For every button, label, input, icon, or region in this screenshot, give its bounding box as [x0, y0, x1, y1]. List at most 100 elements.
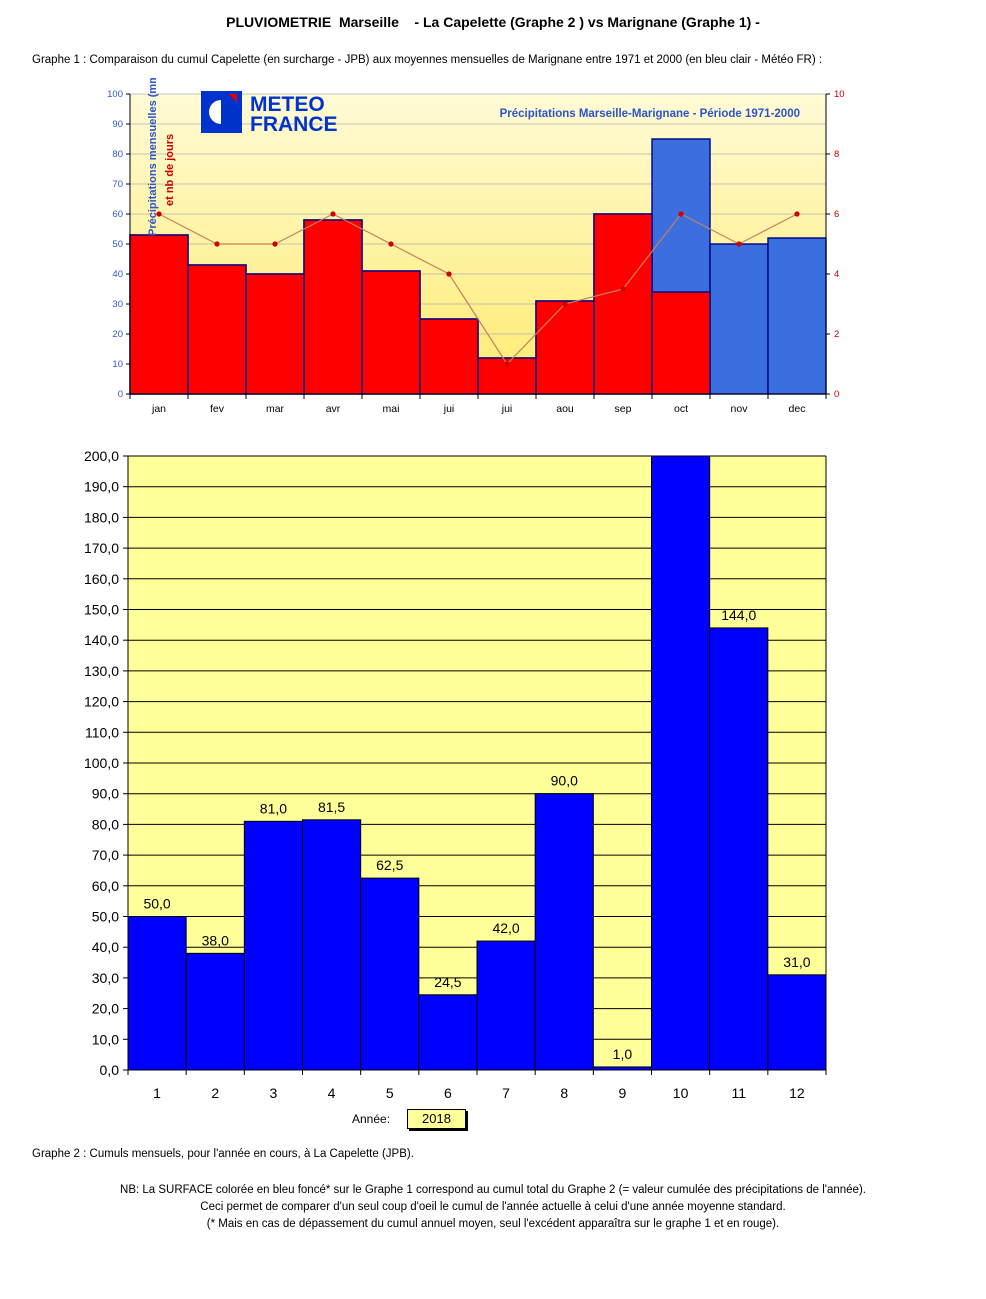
y-tick-label: 10,0	[92, 1031, 119, 1047]
data-label: 81,0	[260, 800, 287, 816]
y-tick-label: 20,0	[92, 1001, 119, 1017]
data-label: 31,0	[783, 954, 810, 970]
x-tick-label: 4	[328, 1085, 336, 1101]
graph1-caption: Graphe 1 : Comparaison du cumul Capelett…	[32, 54, 823, 66]
annee-value-box[interactable]: 2018	[407, 1109, 466, 1129]
x-tick-label: 10	[673, 1085, 689, 1101]
x-tick-label: mai	[383, 403, 400, 415]
x-tick-label: fev	[210, 403, 225, 415]
y2-tick-label: 0	[834, 389, 839, 400]
y-tick-label: 50	[112, 239, 123, 250]
data-label: 90,0	[551, 773, 578, 789]
x-tick-label: jui	[443, 403, 455, 415]
x-tick-label: 9	[619, 1085, 627, 1101]
y-tick-label: 50,0	[92, 909, 119, 925]
bar-capelette	[651, 291, 711, 395]
graph2-chart: 0,0 10,0 20,0 30,0 40,0 50,0 60,0 70,0 80,0 90,0 1…	[84, 448, 827, 1101]
y2-tick-label: 8	[834, 149, 839, 160]
y-tick-label: 80	[112, 149, 123, 160]
days-point	[156, 211, 162, 217]
y-tick-label: 60	[112, 209, 123, 220]
days-point	[794, 211, 800, 217]
x-tick-label: aou	[556, 403, 574, 415]
y-tick-label: 190,0	[84, 479, 119, 495]
bar	[127, 916, 187, 1071]
x-tick-label: sep	[615, 403, 632, 415]
data-label: 42,0	[492, 920, 519, 936]
bar-capelette	[361, 270, 421, 395]
logo-text-1: METEO	[250, 93, 325, 116]
logo-icon-half	[221, 100, 233, 124]
y-tick-label: 140,0	[84, 632, 119, 648]
logo-icon-red	[228, 94, 237, 102]
bar-capelette	[129, 234, 189, 395]
bar	[418, 994, 478, 1071]
y-tick-label: 170,0	[84, 540, 119, 556]
bar-capelette	[245, 273, 305, 395]
y-tick-label: 30,0	[92, 970, 119, 986]
days-point	[620, 286, 626, 292]
x-tick-label: nov	[731, 403, 749, 415]
note-line-1: NB: La SURFACE colorée en bleu foncé* su…	[120, 1184, 866, 1196]
y2-tick-label: 6	[834, 209, 839, 220]
x-tick-label: 6	[444, 1085, 452, 1101]
bar	[651, 455, 711, 1071]
days-point	[678, 211, 684, 217]
x-tick-label: avr	[326, 403, 341, 415]
y-tick-label: 110,0	[85, 724, 119, 740]
y2-axis-label: et nb de jours	[164, 134, 176, 206]
y2-tick-label: 10	[834, 89, 845, 100]
bar-capelette	[187, 264, 247, 395]
y-tick-label: 60,0	[92, 878, 119, 894]
y-tick-label: 30	[112, 299, 123, 310]
x-tick-label: 1	[153, 1085, 161, 1101]
y-axis-label: Précipitations mensuelles (mm)	[147, 78, 159, 236]
bar-marignane	[709, 243, 769, 395]
x-tick-label: 5	[386, 1085, 394, 1101]
data-label: 62,5	[376, 857, 403, 873]
period-label: Précipitations Marseille-Marignane - Pér…	[500, 108, 800, 120]
x-tick-label: jan	[151, 403, 166, 415]
bar-capelette	[303, 219, 363, 395]
data-label: 144,0	[721, 607, 756, 623]
graph2-caption: Graphe 2 : Cumuls mensuels, pour l'année…	[32, 1148, 414, 1160]
notes-block: NB: La SURFACE colorée en bleu foncé* su…	[0, 1182, 986, 1233]
y-tick-label: 40	[112, 269, 123, 280]
logo-text-2: FRANCE	[250, 113, 338, 136]
bar	[709, 627, 769, 1071]
bar-capelette	[419, 318, 479, 395]
y-tick-label: 180,0	[84, 509, 119, 525]
days-point	[446, 271, 452, 277]
x-tick-label: 11	[731, 1085, 746, 1101]
x-tick-label: 8	[560, 1085, 568, 1101]
days-point	[214, 241, 220, 247]
x-tick-label: 3	[270, 1085, 278, 1101]
y-tick-label: 90,0	[92, 786, 119, 802]
y-tick-label: 70,0	[92, 847, 119, 863]
y-tick-label: 120,0	[84, 694, 119, 710]
days-point	[504, 361, 510, 367]
data-label: 1,0	[613, 1046, 633, 1062]
y-tick-label: 160,0	[84, 571, 119, 587]
x-tick-label: dec	[789, 403, 806, 415]
bar	[185, 952, 245, 1071]
x-tick-label: mar	[266, 403, 285, 415]
graph1-chart: 0 10 20 30 40 50 60 70 80 90 100 0 2 4 6 8 10 jan fev mar av…	[107, 78, 845, 415]
x-tick-label: 12	[789, 1085, 805, 1101]
y-tick-label: 10	[112, 359, 123, 370]
y-tick-label: 80,0	[92, 816, 119, 832]
y-tick-label: 100,0	[84, 755, 119, 771]
x-tick-label: jui	[501, 403, 513, 415]
data-label: 50,0	[143, 896, 170, 912]
days-line	[158, 213, 798, 365]
bar	[767, 974, 827, 1071]
days-point	[388, 241, 394, 247]
bar	[534, 793, 594, 1071]
days-point	[330, 211, 336, 217]
days-point	[562, 301, 568, 307]
data-label: 81,5	[318, 799, 345, 815]
y-tick-label: 0	[118, 389, 123, 400]
y-tick-label: 40,0	[92, 939, 119, 955]
bar-capelette	[535, 300, 595, 395]
y2-tick-label: 2	[834, 329, 839, 340]
